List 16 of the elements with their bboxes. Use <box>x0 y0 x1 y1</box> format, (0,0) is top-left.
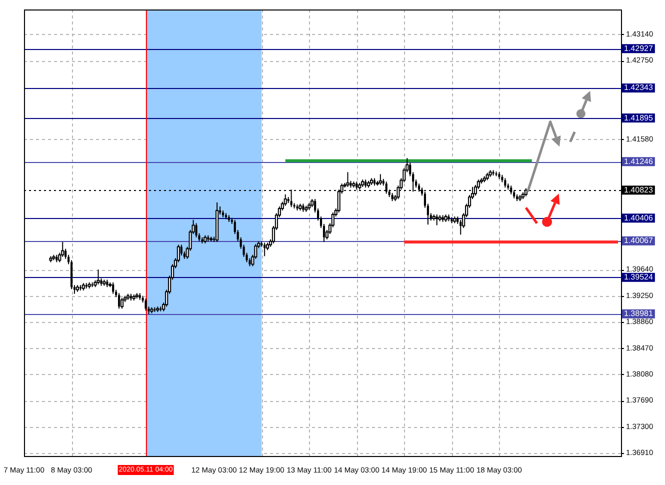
ref-line-label: 1.38981 <box>624 309 654 318</box>
ref-line-label: 1.40823 <box>624 185 654 194</box>
ref-line-label: 1.42927 <box>624 44 654 53</box>
candlestick <box>118 292 120 310</box>
ref-line-label: 1.40406 <box>624 213 654 222</box>
candlestick <box>504 178 506 188</box>
ref-line-label: 1.40067 <box>624 236 654 246</box>
candlestick <box>112 282 114 294</box>
candlestick <box>144 298 147 312</box>
ref-line-label: 1.39524 <box>624 272 654 282</box>
ref-line-label: 1.41246 <box>624 156 654 166</box>
candlestick <box>264 242 266 257</box>
candlestick <box>195 222 198 238</box>
ref-line-label: 1.41895 <box>624 113 654 122</box>
candlestick <box>436 214 438 226</box>
ref-line-label: 1.42343 <box>624 83 654 92</box>
